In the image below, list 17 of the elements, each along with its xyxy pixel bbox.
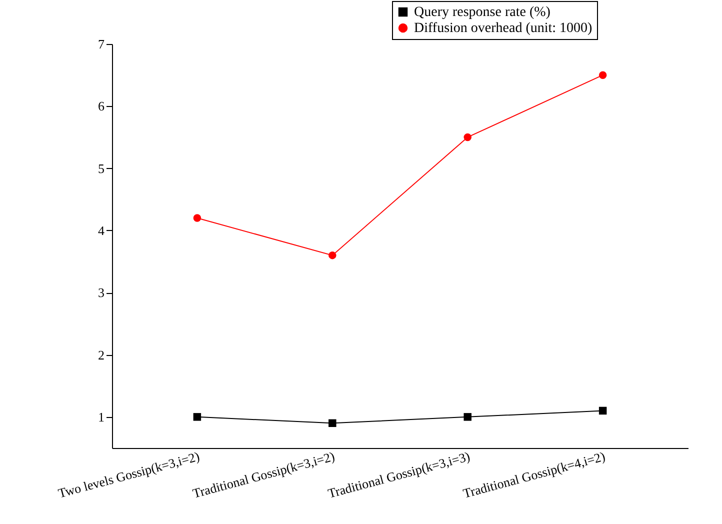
point xyxy=(598,406,607,415)
legend-label: Diffusion overhead (unit: 1000) xyxy=(414,21,593,36)
point xyxy=(328,251,336,260)
y-tick-label: 3 xyxy=(98,285,104,300)
y-tick-label: 5 xyxy=(98,160,104,176)
legend-label: Query response rate (%) xyxy=(414,5,551,20)
point xyxy=(328,419,336,428)
y-tick-label: 4 xyxy=(98,222,105,238)
point xyxy=(464,133,472,142)
point xyxy=(193,413,202,421)
point xyxy=(598,71,607,79)
y-tick-label: 2 xyxy=(98,347,104,362)
point xyxy=(193,214,202,222)
y-tick-label: 1 xyxy=(98,409,104,424)
point xyxy=(464,413,472,421)
y-tick-label: 6 xyxy=(98,98,105,114)
y-tick-label: 7 xyxy=(98,36,105,52)
